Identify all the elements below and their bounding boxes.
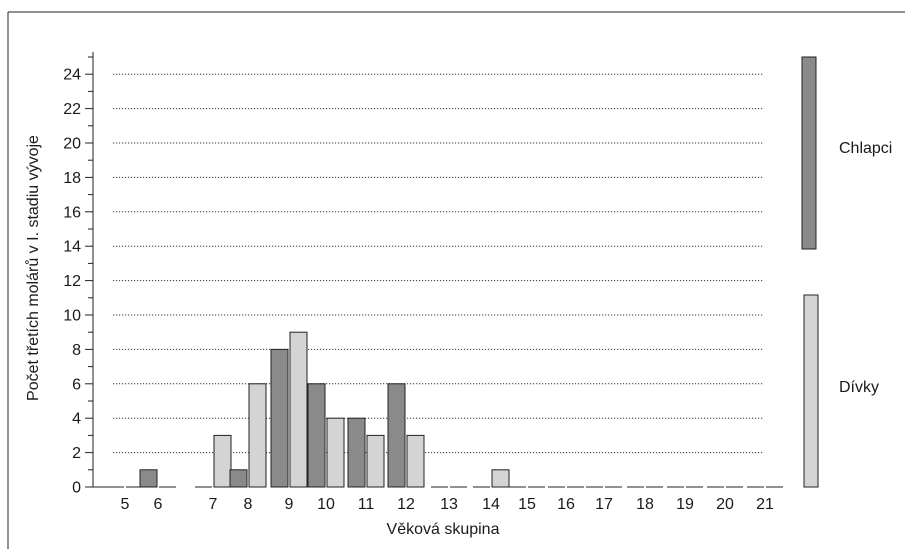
- legend-swatch-divky: [803, 294, 819, 488]
- bar-divky: [366, 434, 385, 488]
- bar-chlapci: [307, 383, 326, 488]
- x-tick-label: 18: [636, 496, 654, 513]
- x-tick-label: 20: [716, 496, 734, 513]
- x-tick-label: 21: [756, 496, 774, 513]
- y-tick-label: 24: [63, 67, 81, 84]
- bars: [107, 331, 783, 488]
- y-tick-label: 10: [63, 308, 81, 325]
- y-tick-label: 14: [63, 239, 81, 256]
- y-tick-label: 2: [72, 445, 81, 462]
- bar-chlapci: [347, 417, 366, 488]
- y-axis-title: Počet třetích molárů v I. stadiu vývoje: [24, 135, 42, 401]
- legend: Chlapci Dívky: [801, 56, 892, 488]
- x-tick-label: 6: [154, 496, 163, 513]
- y-tick-label: 12: [63, 273, 81, 290]
- y-tick-label: 8: [72, 342, 81, 359]
- bar-divky: [326, 417, 345, 488]
- bar-chlapci: [270, 348, 289, 488]
- x-tick-label: 16: [557, 496, 575, 513]
- x-tick-label: 13: [440, 496, 458, 513]
- bar-divky: [248, 383, 267, 488]
- bar-divky: [406, 434, 425, 488]
- legend-label-chlapci: Chlapci: [839, 140, 892, 157]
- y-tick-label: 18: [63, 170, 81, 187]
- x-tick-label: 8: [244, 496, 253, 513]
- bar-divky: [491, 469, 510, 488]
- x-tick-label: 11: [358, 496, 375, 513]
- bar-divky: [289, 331, 308, 488]
- y-tick-label: 22: [63, 101, 81, 118]
- x-tick-label: 15: [518, 496, 536, 513]
- bar-chlapci: [387, 383, 406, 488]
- legend-label-divky: Dívky: [839, 379, 879, 396]
- x-axis-title: Věková skupina: [387, 521, 500, 538]
- legend-swatch-chlapci: [801, 56, 817, 250]
- y-tick-label: 0: [72, 480, 81, 497]
- y-tick-label: 6: [72, 376, 81, 393]
- x-tick-label: 14: [482, 496, 500, 513]
- x-tick-label: 19: [676, 496, 694, 513]
- y-tick-label: 16: [63, 204, 81, 221]
- x-tick-label: 17: [595, 496, 613, 513]
- grid: [113, 73, 763, 454]
- x-tick-label: 10: [317, 496, 335, 513]
- y-tick-label: 20: [63, 136, 81, 153]
- x-tick-label: 12: [397, 496, 415, 513]
- x-tick-label: 5: [121, 496, 130, 513]
- x-tick-label: 9: [285, 496, 294, 513]
- y-tick-label: 4: [72, 411, 81, 428]
- bar-chlapci: [229, 469, 248, 488]
- x-axis: 5 6 7 8 9 10 11 12 13 14 15 16 17 18 19 20 21: [121, 496, 774, 513]
- bar-divky: [213, 434, 232, 488]
- bar-chlapci: [139, 469, 158, 488]
- x-tick-label: 7: [209, 496, 218, 513]
